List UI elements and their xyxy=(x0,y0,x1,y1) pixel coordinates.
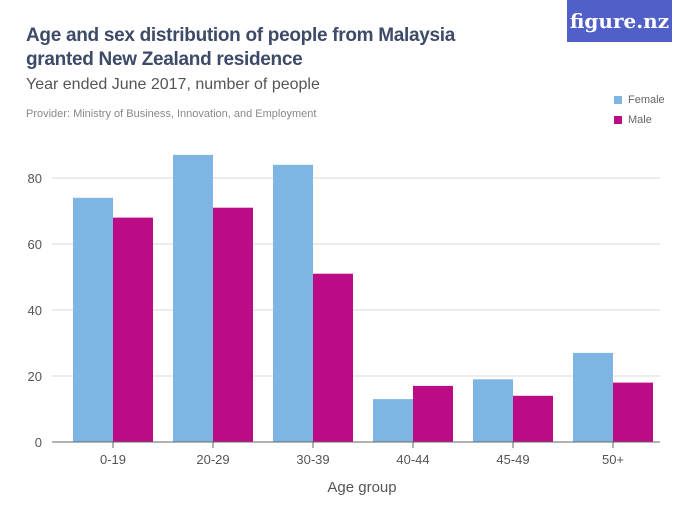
legend-item-female: Female xyxy=(614,90,665,110)
chart-title: Age and sex distribution of people from … xyxy=(26,25,456,70)
x-tick-label: 40-44 xyxy=(396,452,429,467)
chart-subtitle: Year ended June 2017, number of people xyxy=(26,76,320,93)
y-tick-label: 0 xyxy=(35,435,42,450)
figure-nz-logo[interactable]: figure.nz xyxy=(567,0,672,42)
bar-male-50+ xyxy=(613,382,653,442)
bar-female-0-19 xyxy=(73,197,113,442)
legend-item-male: Male xyxy=(614,110,665,130)
x-tick-label: 0-19 xyxy=(100,452,126,467)
legend: Female Male xyxy=(614,90,665,130)
y-tick-label: 60 xyxy=(28,237,42,252)
bar-female-50+ xyxy=(573,352,613,442)
legend-swatch-female xyxy=(614,96,622,104)
x-axis-title: Age group xyxy=(327,479,396,496)
y-tick-label: 40 xyxy=(28,303,42,318)
x-tick-label: 20-29 xyxy=(196,452,229,467)
x-tick-label: 30-39 xyxy=(296,452,329,467)
provider-text: Provider: Ministry of Business, Innovati… xyxy=(26,108,317,120)
legend-swatch-male xyxy=(614,116,622,124)
bar-male-40-44 xyxy=(413,385,453,442)
bar-female-40-44 xyxy=(373,399,413,442)
legend-label-female: Female xyxy=(628,94,665,106)
bar-male-45-49 xyxy=(513,395,553,442)
bar-female-20-29 xyxy=(173,154,213,442)
x-tick-label: 50+ xyxy=(602,452,624,467)
bar-male-0-19 xyxy=(113,217,153,442)
y-tick-label: 80 xyxy=(28,171,42,186)
bar-male-20-29 xyxy=(213,207,253,442)
bar-female-30-39 xyxy=(273,164,313,443)
legend-label-male: Male xyxy=(628,114,652,126)
bar-male-30-39 xyxy=(313,273,353,442)
bar-female-45-49 xyxy=(473,379,513,442)
y-tick-label: 20 xyxy=(28,369,42,384)
x-tick-label: 45-49 xyxy=(496,452,529,467)
